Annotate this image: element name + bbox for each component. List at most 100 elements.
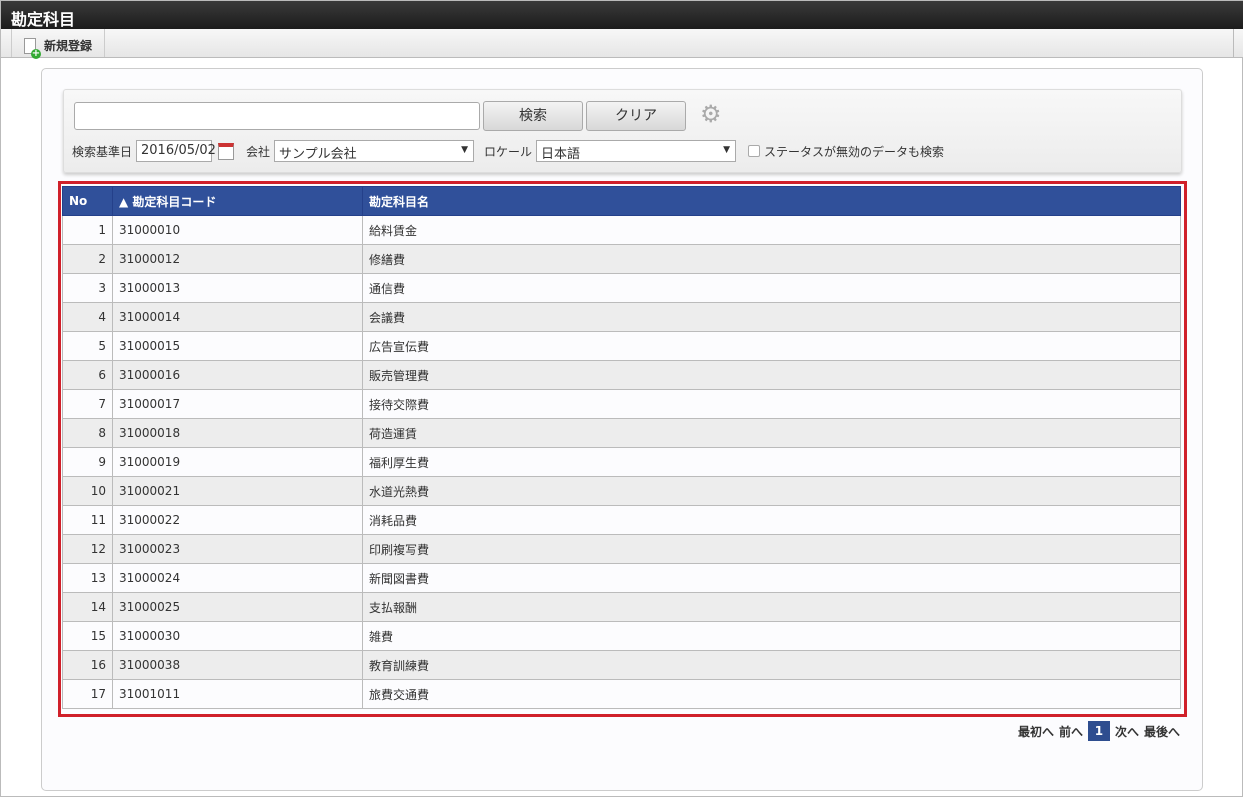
cell-code: 31000019	[112, 447, 363, 477]
cell-name: 雑費	[362, 621, 1181, 651]
cell-code: 31000024	[112, 563, 363, 593]
table-row[interactable]: 8 31000018 荷造運賃	[62, 418, 1181, 448]
table-row[interactable]: 1 31000010 給料賃金	[62, 215, 1181, 245]
pager-first[interactable]: 最初へ	[1017, 724, 1054, 739]
cell-name: 通信費	[362, 273, 1181, 303]
pager-current[interactable]: 1	[1087, 721, 1110, 741]
page-title: 勘定科目	[1, 1, 1243, 29]
table-row[interactable]: 9 31000019 福利厚生費	[62, 447, 1181, 477]
cell-name: 支払報酬	[362, 592, 1181, 622]
inactive-label: ステータスが無効のデータも検索	[764, 144, 945, 159]
table-row[interactable]: 2 31000012 修繕費	[62, 244, 1181, 274]
company-value: サンプル会社	[279, 147, 357, 162]
gear-icon[interactable]: ⚙	[700, 100, 722, 128]
cell-code: 31000023	[112, 534, 363, 564]
cell-no: 16	[62, 650, 113, 680]
cell-code: 31000030	[112, 621, 363, 651]
table-row[interactable]: 6 31000016 販売管理費	[62, 360, 1181, 390]
table-row[interactable]: 17 31001011 旅費交通費	[62, 679, 1181, 709]
cell-code: 31000017	[112, 389, 363, 419]
cell-no: 1	[62, 215, 113, 245]
cell-no: 17	[62, 679, 113, 709]
pagination: 最初へ 前へ 1 次へ 最後へ	[1018, 721, 1180, 741]
highlight-box	[58, 181, 1187, 717]
dropdown-arrow-icon: ▼	[461, 145, 469, 155]
table-row[interactable]: 11 31000022 消耗品費	[62, 505, 1181, 535]
search-panel: 検索 クリア ⚙ 検索基準日 2016/05/02 会社 サンプル会社 ▼ ロケー…	[63, 89, 1182, 173]
cell-code: 31001011	[112, 679, 363, 709]
cell-no: 4	[62, 302, 113, 332]
table-row[interactable]: 15 31000030 雑費	[62, 621, 1181, 651]
cell-no: 3	[62, 273, 113, 303]
new-document-icon	[24, 37, 41, 59]
cell-no: 5	[62, 331, 113, 361]
table-row[interactable]: 14 31000025 支払報酬	[62, 592, 1181, 622]
cell-no: 14	[62, 592, 113, 622]
cell-name: 旅費交通費	[362, 679, 1181, 709]
cell-name: 印刷複写費	[362, 534, 1181, 564]
company-label: 会社	[246, 144, 271, 159]
locale-value: 日本語	[541, 147, 581, 162]
cell-code: 31000015	[112, 331, 363, 361]
keyword-input[interactable]	[74, 102, 480, 130]
cell-name: 教育訓練費	[362, 650, 1181, 680]
cell-no: 2	[62, 244, 113, 274]
table-row[interactable]: 4 31000014 会議費	[62, 302, 1181, 332]
cell-name: 福利厚生費	[362, 447, 1181, 477]
cell-no: 13	[62, 563, 113, 593]
dropdown-arrow-icon: ▼	[723, 145, 731, 155]
date-input[interactable]: 2016/05/02	[136, 140, 216, 162]
pager-prev[interactable]: 前へ	[1058, 724, 1083, 739]
search-button[interactable]: 検索	[483, 101, 583, 131]
cell-no: 7	[62, 389, 113, 419]
table-row[interactable]: 10 31000021 水道光熱費	[62, 476, 1181, 506]
clear-button[interactable]: クリア	[586, 101, 686, 131]
table-row[interactable]: 5 31000015 広告宣伝費	[62, 331, 1181, 361]
cell-code: 31000012	[112, 244, 363, 274]
calendar-icon[interactable]	[218, 142, 235, 160]
toolbar-divider	[1233, 29, 1234, 57]
cell-name: 水道光熱費	[362, 476, 1181, 506]
pager-next[interactable]: 次へ	[1114, 724, 1139, 739]
cell-name: 修繕費	[362, 244, 1181, 274]
cell-code: 31000016	[112, 360, 363, 390]
pager-last[interactable]: 最後へ	[1143, 724, 1180, 739]
cell-name: 給料賃金	[362, 215, 1181, 245]
cell-code: 31000025	[112, 592, 363, 622]
cell-no: 9	[62, 447, 113, 477]
cell-no: 8	[62, 418, 113, 448]
cell-code: 31000013	[112, 273, 363, 303]
cell-name: 販売管理費	[362, 360, 1181, 390]
inactive-checkbox[interactable]	[748, 145, 761, 157]
locale-select[interactable]: 日本語 ▼	[536, 140, 737, 162]
cell-code: 31000022	[112, 505, 363, 535]
cell-name: 新聞図書費	[362, 563, 1181, 593]
toolbar: 新規登録	[1, 29, 1243, 59]
header-name[interactable]: 勘定科目名	[362, 186, 1181, 216]
cell-code: 31000021	[112, 476, 363, 506]
table-row[interactable]: 3 31000013 通信費	[62, 273, 1181, 303]
cell-name: 広告宣伝費	[362, 331, 1181, 361]
cell-code: 31000018	[112, 418, 363, 448]
locale-label: ロケール	[484, 144, 533, 159]
cell-no: 10	[62, 476, 113, 506]
cell-no: 11	[62, 505, 113, 535]
new-register-label: 新規登録	[44, 39, 93, 53]
cell-code: 31000014	[112, 302, 363, 332]
table-row[interactable]: 13 31000024 新聞図書費	[62, 563, 1181, 593]
cell-name: 会議費	[362, 302, 1181, 332]
table-row[interactable]: 16 31000038 教育訓練費	[62, 650, 1181, 680]
table-row[interactable]: 7 31000017 接待交際費	[62, 389, 1181, 419]
header-code[interactable]: ▲ 勘定科目コード	[112, 186, 363, 216]
header-no[interactable]: No	[62, 186, 113, 216]
cell-name: 接待交際費	[362, 389, 1181, 419]
cell-no: 15	[62, 621, 113, 651]
date-label: 検索基準日	[72, 144, 133, 159]
cell-name: 消耗品費	[362, 505, 1181, 535]
cell-code: 31000038	[112, 650, 363, 680]
table-row[interactable]: 12 31000023 印刷複写費	[62, 534, 1181, 564]
cell-name: 荷造運賃	[362, 418, 1181, 448]
new-register-button[interactable]: 新規登録	[11, 29, 106, 59]
cell-no: 6	[62, 360, 113, 390]
company-select[interactable]: サンプル会社 ▼	[274, 140, 475, 162]
